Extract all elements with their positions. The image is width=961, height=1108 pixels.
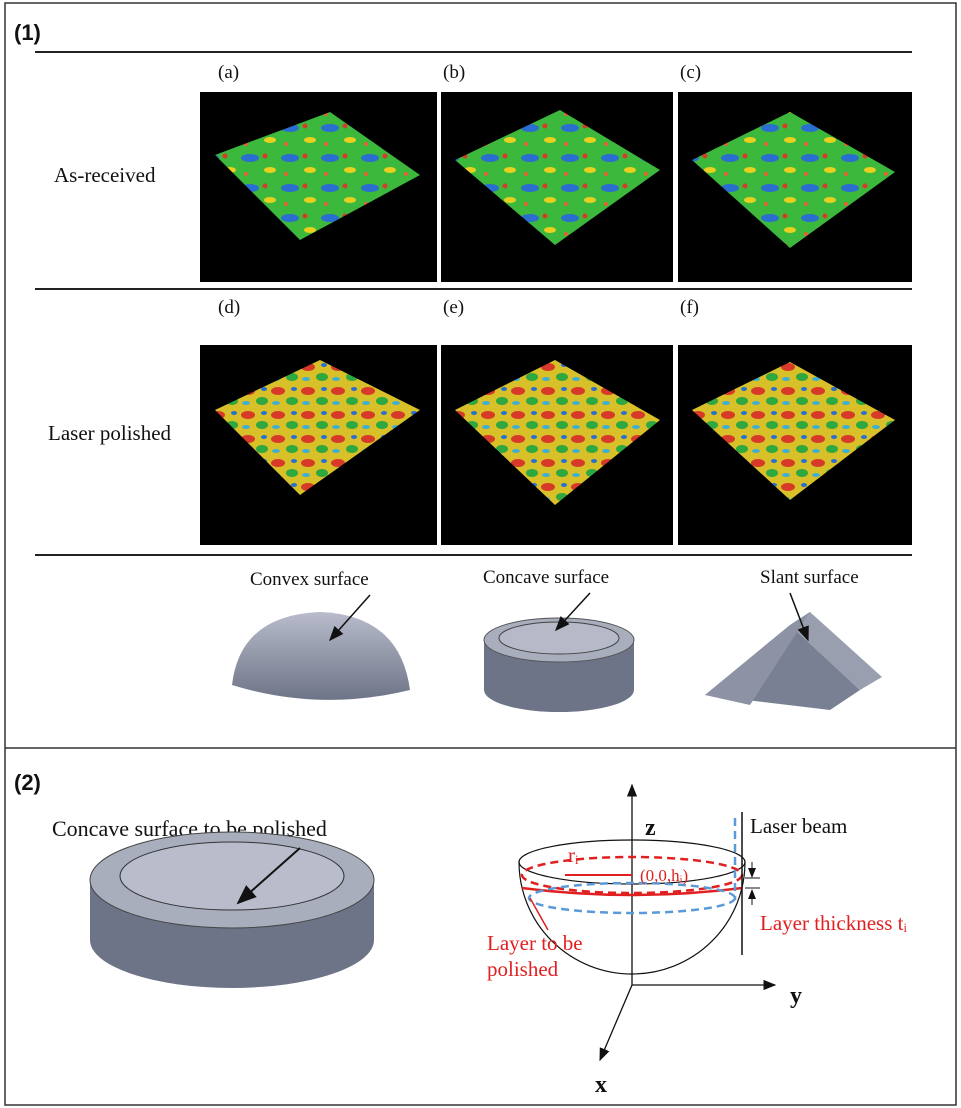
figure: (1) (a) (b) (c) (d) (e) (f) As-received … (0, 0, 961, 1108)
panel-label: (e) (443, 297, 464, 318)
thickness-label: Layer thickness tᵢ (760, 911, 907, 935)
surface-maps (200, 92, 912, 545)
axis-label: z (645, 815, 656, 841)
panel-label: (a) (218, 62, 239, 83)
panel-label: (f) (680, 297, 699, 318)
row-label: Laser polished (48, 421, 172, 445)
layer-label: polished (487, 957, 559, 981)
radius-label: rᵢ (568, 843, 579, 867)
panel-label: (c) (680, 62, 701, 83)
row-label: As-received (54, 163, 156, 187)
shape-label: Convex surface (250, 569, 369, 590)
section-label: (1) (14, 20, 41, 45)
section-label: (2) (14, 770, 41, 795)
shape-drawings (232, 593, 882, 712)
panel-label: (b) (443, 62, 465, 83)
shape-label: Slant surface (760, 567, 859, 588)
center-label: (0,0,hᵢ) (640, 866, 688, 885)
axis-label: x (595, 1072, 607, 1098)
concave-part (90, 832, 374, 988)
panel-label: (d) (218, 297, 240, 318)
laser-label: Laser beam (750, 814, 847, 838)
axis-label: y (790, 983, 802, 1009)
shape-label: Concave surface (483, 567, 609, 588)
layer-label: Layer to be (487, 931, 583, 955)
